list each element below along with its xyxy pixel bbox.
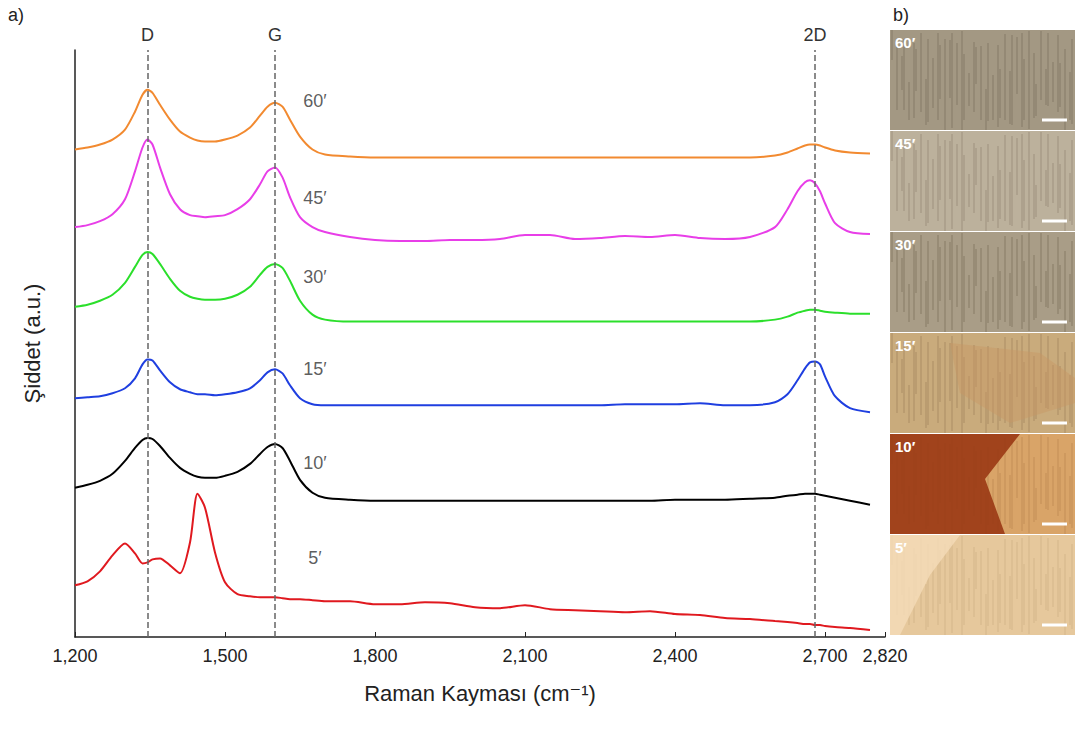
svg-text:1,800: 1,800 [352, 646, 397, 666]
svg-text:1,500: 1,500 [202, 646, 247, 666]
svg-text:2,400: 2,400 [652, 646, 697, 666]
svg-text:30′: 30′ [303, 267, 327, 287]
svg-text:5′: 5′ [895, 539, 907, 556]
svg-text:2,100: 2,100 [502, 646, 547, 666]
svg-text:10′: 10′ [303, 453, 327, 473]
svg-text:1,200: 1,200 [52, 646, 97, 666]
svg-text:2,820: 2,820 [862, 646, 907, 666]
svg-text:a): a) [8, 5, 24, 25]
svg-text:15′: 15′ [895, 337, 916, 354]
svg-text:Raman Kayması (cm⁻¹): Raman Kayması (cm⁻¹) [364, 681, 596, 706]
svg-text:2D: 2D [803, 25, 826, 45]
svg-text:D: D [141, 25, 154, 45]
svg-text:45′: 45′ [303, 188, 327, 208]
svg-text:15′: 15′ [303, 359, 327, 379]
svg-text:10′: 10′ [895, 438, 916, 455]
svg-text:45′: 45′ [895, 135, 916, 152]
svg-text:30′: 30′ [895, 236, 916, 253]
svg-text:60′: 60′ [303, 91, 327, 111]
svg-text:5′: 5′ [308, 548, 322, 568]
svg-text:G: G [268, 25, 282, 45]
svg-text:b): b) [893, 5, 909, 25]
svg-text:60′: 60′ [895, 34, 916, 51]
svg-text:2,700: 2,700 [802, 646, 847, 666]
svg-text:Şiddet (a.u.): Şiddet (a.u.) [20, 284, 45, 404]
